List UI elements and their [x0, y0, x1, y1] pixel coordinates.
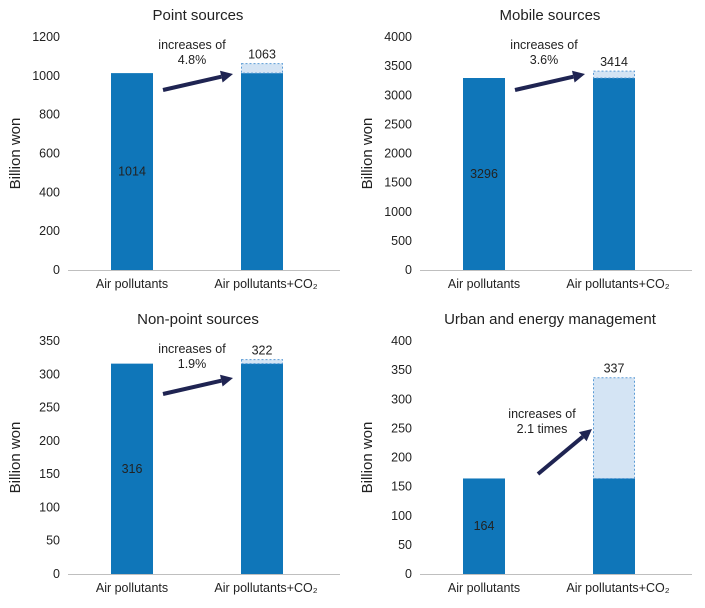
- bar-air-pollutants: [111, 363, 153, 574]
- data-label-base: 1014: [118, 165, 146, 179]
- data-label-total: 337: [604, 362, 625, 376]
- y-tick-label: 600: [39, 147, 60, 161]
- annotation-text: increases of: [508, 407, 576, 421]
- chart-panel-non-point-sources: Non-point sources Billion won 0 50 100 150 200…: [0, 304, 352, 608]
- y-axis-label: Billion won: [7, 118, 24, 190]
- bar-increment-co2: [593, 377, 635, 479]
- chart-panel-mobile-sources: Mobile sources Billion won 0 500 1000 1500 200…: [352, 0, 704, 304]
- chart-svg-1: Mobile sources Billion won 0 500 1000 1500 200…: [359, 7, 692, 291]
- annotation-arrow: [162, 378, 222, 396]
- chart-panel-urban-energy-management: Urban and energy management Billion won 0 5…: [352, 304, 704, 608]
- y-tick-label: 0: [53, 567, 60, 581]
- x-category-label: Air pollutants+CO₂: [214, 581, 317, 595]
- y-tick-label: 2500: [384, 117, 412, 131]
- y-tick-label: 300: [39, 367, 60, 381]
- y-tick-label: 1000: [384, 205, 412, 219]
- x-category-label: Air pollutants+CO₂: [566, 581, 669, 595]
- data-label-base: 3296: [470, 167, 498, 181]
- y-tick-label: 200: [391, 451, 412, 465]
- annotation-text: increases of: [158, 38, 226, 52]
- y-tick-label: 1000: [32, 69, 60, 83]
- bar-air-pollutants: [463, 478, 505, 574]
- y-tick-label: 50: [46, 534, 60, 548]
- y-tick-label: 350: [39, 334, 60, 348]
- chart-svg-3: Urban and energy management Billion won 0 5…: [359, 311, 692, 595]
- chart-title: Non-point sources: [137, 311, 259, 328]
- data-label-total: 3414: [600, 55, 628, 69]
- y-tick-label: 4000: [384, 30, 412, 44]
- bar-air-pollutants-co2: [593, 78, 635, 271]
- chart-panel-point-sources: Point sources Billion won 0 200 400 600 800 100…: [0, 0, 352, 304]
- chart-svg-2: Non-point sources Billion won 0 50 100 150 200…: [7, 311, 340, 595]
- y-tick-label: 800: [39, 108, 60, 122]
- annotation-text: increases of: [510, 38, 578, 52]
- bar-air-pollutants-co2: [241, 363, 283, 574]
- x-category-label: Air pollutants: [96, 581, 168, 595]
- y-tick-label: 200: [39, 224, 60, 238]
- data-label-base: 316: [122, 462, 143, 476]
- y-tick-label: 350: [391, 363, 412, 377]
- chart-title: Mobile sources: [500, 7, 601, 24]
- y-tick-label: 300: [391, 392, 412, 406]
- y-tick-label: 3000: [384, 88, 412, 102]
- x-category-label: Air pollutants: [448, 581, 520, 595]
- y-tick-label: 250: [39, 401, 60, 415]
- y-axis-label: Billion won: [359, 422, 376, 494]
- y-tick-label: 0: [405, 263, 412, 277]
- bar-air-pollutants: [463, 78, 505, 271]
- x-category-label: Air pollutants: [448, 277, 520, 291]
- annotation-arrow: [536, 435, 585, 476]
- bar-air-pollutants-co2: [241, 73, 283, 271]
- bar-increment-co2: [593, 70, 635, 79]
- y-tick-label: 250: [391, 421, 412, 435]
- data-label-base: 164: [474, 519, 495, 533]
- annotation-arrow: [514, 74, 574, 92]
- annotation-text: 4.8%: [178, 53, 207, 67]
- annotation-text: 1.9%: [178, 357, 207, 371]
- y-tick-label: 2000: [384, 147, 412, 161]
- annotation-arrow: [162, 74, 222, 92]
- data-label-total: 1063: [248, 48, 276, 62]
- annotation-arrowhead: [572, 70, 585, 83]
- annotation-arrowhead: [220, 374, 233, 387]
- bar-increment-co2: [241, 359, 283, 365]
- y-tick-label: 0: [405, 567, 412, 581]
- bar-air-pollutants: [111, 73, 153, 271]
- y-tick-label: 400: [391, 334, 412, 348]
- x-category-label: Air pollutants+CO₂: [214, 277, 317, 291]
- y-tick-label: 150: [39, 467, 60, 481]
- bar-increment-co2: [241, 63, 283, 74]
- y-tick-label: 0: [53, 263, 60, 277]
- y-tick-label: 1500: [384, 176, 412, 190]
- annotation-arrowhead: [578, 429, 592, 442]
- x-category-label: Air pollutants: [96, 277, 168, 291]
- y-tick-label: 500: [391, 234, 412, 248]
- y-tick-label: 100: [391, 509, 412, 523]
- y-tick-label: 200: [39, 434, 60, 448]
- y-tick-label: 3500: [384, 59, 412, 73]
- annotation-text: 2.1 times: [517, 422, 568, 436]
- y-tick-label: 150: [391, 480, 412, 494]
- chart-title: Urban and energy management: [444, 311, 657, 328]
- x-category-label: Air pollutants+CO₂: [566, 277, 669, 291]
- annotation-arrowhead: [220, 70, 233, 83]
- y-tick-label: 100: [39, 500, 60, 514]
- chart-svg-0: Point sources Billion won 0 200 400 600 800 100…: [7, 7, 340, 291]
- bar-air-pollutants-co2: [593, 478, 635, 574]
- chart-title: Point sources: [153, 7, 244, 24]
- y-tick-label: 1200: [32, 30, 60, 44]
- annotation-text: increases of: [158, 342, 226, 356]
- annotation-text: 3.6%: [530, 53, 559, 67]
- y-tick-label: 400: [39, 185, 60, 199]
- y-axis-label: Billion won: [359, 118, 376, 190]
- y-axis-label: Billion won: [7, 422, 24, 494]
- y-tick-label: 50: [398, 538, 412, 552]
- data-label-total: 322: [252, 344, 273, 358]
